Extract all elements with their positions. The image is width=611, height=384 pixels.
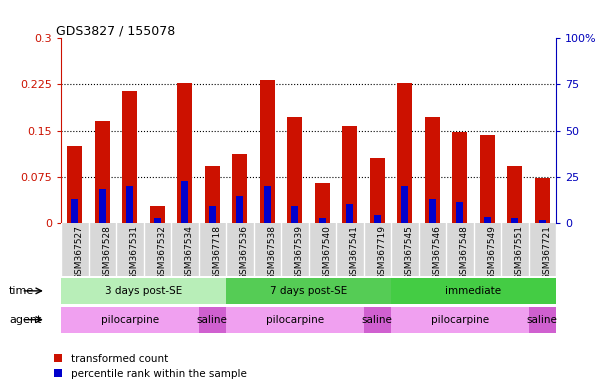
Text: pilocarpine: pilocarpine	[266, 314, 324, 325]
Text: pilocarpine: pilocarpine	[101, 314, 159, 325]
Bar	[199, 307, 226, 333]
Bar	[391, 307, 529, 333]
Text: GSM367721: GSM367721	[543, 225, 551, 280]
Text: GSM367532: GSM367532	[158, 225, 166, 280]
Bar	[346, 204, 353, 223]
Bar	[67, 146, 82, 223]
Text: 3 days post-SE: 3 days post-SE	[105, 286, 182, 296]
Text: immediate: immediate	[445, 286, 502, 296]
Bar	[342, 126, 357, 223]
Text: time: time	[9, 286, 34, 296]
Text: GSM367551: GSM367551	[514, 225, 524, 280]
Text: GSM367534: GSM367534	[185, 225, 194, 280]
Text: pilocarpine: pilocarpine	[431, 314, 489, 325]
Bar	[456, 202, 463, 223]
Text: GSM367528: GSM367528	[103, 225, 111, 280]
Bar	[264, 186, 271, 223]
Bar	[425, 117, 440, 223]
Bar	[529, 307, 556, 333]
Bar	[260, 80, 275, 223]
Text: 7 days post-SE: 7 days post-SE	[270, 286, 347, 296]
Legend: transformed count, percentile rank within the sample: transformed count, percentile rank withi…	[54, 354, 247, 379]
Bar	[315, 183, 330, 223]
Bar	[232, 154, 247, 223]
Bar	[61, 307, 199, 333]
Text: GSM367539: GSM367539	[295, 225, 304, 280]
Text: GSM367546: GSM367546	[432, 225, 441, 280]
Bar	[511, 218, 518, 223]
Bar	[452, 132, 467, 223]
Bar	[95, 121, 110, 223]
Bar	[71, 199, 78, 223]
Bar	[205, 166, 220, 223]
Bar	[122, 91, 137, 223]
Text: GSM367538: GSM367538	[268, 225, 276, 280]
Bar	[154, 218, 161, 223]
Bar	[480, 136, 495, 223]
Bar	[226, 278, 391, 304]
Bar	[374, 215, 381, 223]
Text: saline: saline	[362, 314, 393, 325]
Bar	[99, 189, 106, 223]
Bar	[181, 181, 188, 223]
Text: GSM367545: GSM367545	[404, 225, 414, 280]
Bar	[291, 205, 298, 223]
Bar	[209, 205, 216, 223]
Text: GSM367719: GSM367719	[378, 225, 386, 280]
Bar	[226, 307, 364, 333]
Bar	[61, 278, 226, 304]
Bar	[507, 166, 522, 223]
Bar	[287, 117, 302, 223]
Text: GSM367548: GSM367548	[459, 225, 469, 280]
Bar	[364, 307, 391, 333]
Text: GSM367541: GSM367541	[349, 225, 359, 280]
Text: GSM367549: GSM367549	[487, 225, 496, 280]
Text: saline: saline	[527, 314, 558, 325]
Text: GSM367527: GSM367527	[75, 225, 84, 280]
Bar	[397, 83, 412, 223]
Text: GSM367536: GSM367536	[240, 225, 249, 280]
Bar	[484, 217, 491, 223]
Bar	[236, 196, 243, 223]
Bar	[429, 199, 436, 223]
Text: agent: agent	[9, 314, 42, 325]
Bar	[535, 178, 550, 223]
Bar	[150, 205, 165, 223]
Bar	[177, 83, 192, 223]
Text: GSM367531: GSM367531	[130, 225, 139, 280]
Bar	[370, 158, 385, 223]
Text: GSM367718: GSM367718	[213, 225, 221, 280]
Bar	[401, 186, 408, 223]
Bar	[539, 220, 546, 223]
Bar	[126, 186, 133, 223]
Bar	[391, 278, 556, 304]
Text: saline: saline	[197, 314, 228, 325]
Text: GSM367540: GSM367540	[323, 225, 331, 280]
Bar	[319, 218, 326, 223]
Text: GDS3827 / 155078: GDS3827 / 155078	[56, 24, 175, 37]
